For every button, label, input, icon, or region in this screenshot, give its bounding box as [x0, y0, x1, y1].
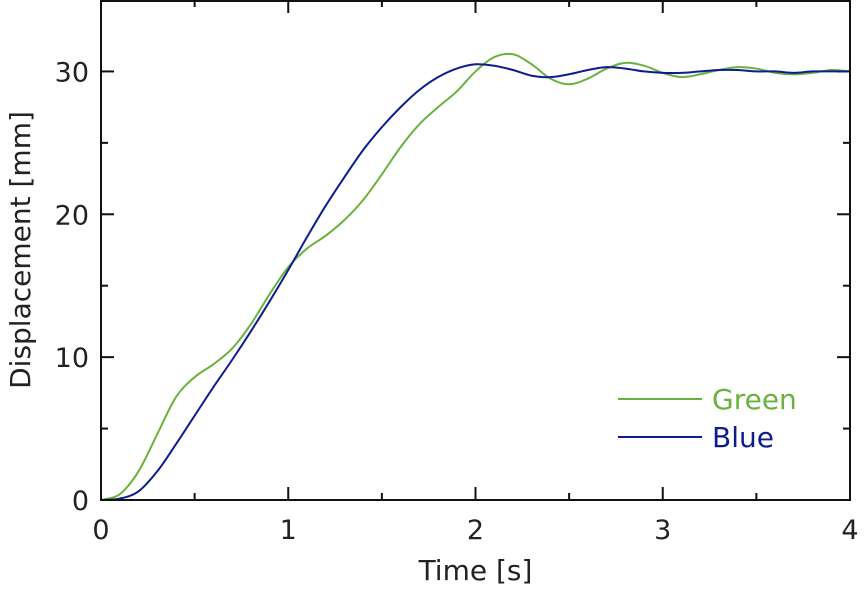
legend-label-green: Green	[712, 383, 797, 416]
x-tick-label: 2	[467, 515, 484, 546]
x-tick-label: 1	[280, 515, 297, 546]
y-tick-label: 20	[55, 200, 89, 231]
y-tick-label: 30	[55, 57, 89, 88]
y-tick-label: 0	[72, 486, 89, 517]
y-tick-label: 10	[55, 343, 89, 374]
x-axis-label: Time [s]	[418, 554, 533, 587]
x-tick-label: 4	[841, 515, 858, 546]
y-tick-labels: 0 10 20 30	[55, 57, 89, 517]
series-line-blue	[100, 63, 851, 501]
x-tick-label: 3	[654, 515, 671, 546]
plot-frame	[100, 0, 851, 501]
x-tick-label: 0	[92, 515, 109, 546]
x-tick-labels: 0 1 2 3 4	[92, 515, 858, 546]
legend: Green Blue	[618, 383, 797, 454]
y-axis-label: Displacement [mm]	[4, 111, 37, 389]
legend-label-blue: Blue	[712, 421, 774, 454]
series-lines	[100, 52, 851, 501]
